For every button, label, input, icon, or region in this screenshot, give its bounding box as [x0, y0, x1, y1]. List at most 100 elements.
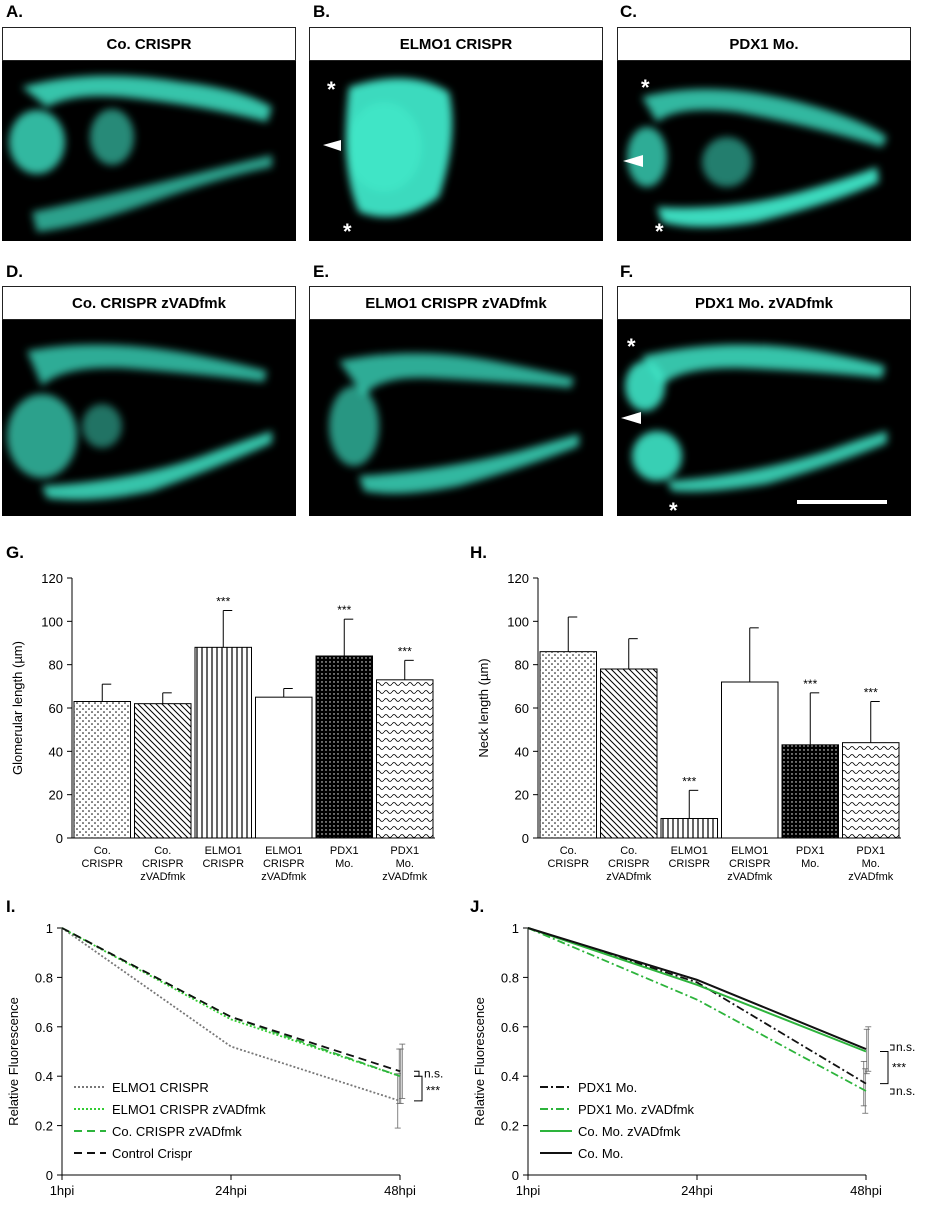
legend-label: PDX1 Mo. — [578, 1080, 637, 1095]
micrograph-title: Co. CRISPR — [2, 27, 296, 61]
bar — [255, 696, 313, 839]
significance-bracket — [414, 1075, 423, 1102]
category-label: Co. — [560, 845, 577, 857]
series-line — [61, 927, 401, 1073]
panel-letter-f: F. — [620, 262, 634, 281]
significance-label: *** — [426, 1084, 440, 1098]
arrowhead-marker — [323, 140, 341, 151]
y-tick-label: 120 — [41, 571, 63, 586]
y-tick-label: 20 — [49, 788, 63, 803]
micrograph-a: Co. CRISPR — [2, 27, 296, 241]
y-tick-label: 0.8 — [35, 970, 53, 985]
category-label: zVADfmk — [606, 871, 652, 883]
series-line — [527, 927, 867, 1085]
y-tick-label: 40 — [49, 744, 63, 759]
panel-letter-a: A. — [6, 2, 23, 21]
legend-label: PDX1 Mo. zVADfmk — [578, 1102, 695, 1117]
line-chart-elmo1: 0 0.2 0.4 0.6 0.8 1 1hpi 24hpi 48hpi Relative Flu… — [0, 910, 460, 1210]
y-axis-label: Relative Fluorescence — [6, 997, 21, 1126]
fluorescence-image — [7, 344, 272, 500]
legend-label: Control Crispr — [112, 1146, 193, 1161]
fluorescence-image: * * — [623, 75, 887, 241]
asterisk-marker: * — [641, 75, 650, 100]
fluorescence-image: * * — [621, 334, 887, 516]
line-chart-pdx1: 0 0.2 0.4 0.6 0.8 1 1hpi 24hpi 48hpi Relative Flu… — [466, 910, 926, 1210]
micrograph-b: ELMO1 CRISPR * * — [309, 27, 603, 241]
category-label: zVADfmk — [382, 871, 428, 883]
bar-chart-glomerular: 0 20 40 60 80 100 120 Glomerular length (µm) Co.… — [0, 560, 460, 895]
asterisk-marker: * — [655, 219, 664, 241]
significance-label: n.s. — [896, 1084, 915, 1098]
category-label: CRISPR — [142, 858, 184, 870]
category-label: Co. — [620, 845, 637, 857]
bar — [842, 742, 900, 839]
category-label: PDX1 — [390, 845, 419, 857]
micrograph-d: Co. CRISPR zVADfmk — [2, 286, 296, 516]
bar — [539, 651, 597, 839]
chart-svg: 0 0.2 0.4 0.6 0.8 1 1hpi 24hpi 48hpi Relative Flu… — [472, 921, 915, 1198]
micrograph-title: ELMO1 CRISPR zVADfmk — [309, 286, 603, 320]
arrowhead-marker — [621, 412, 641, 424]
bar — [315, 655, 373, 839]
asterisk-marker: * — [669, 498, 678, 516]
bar — [781, 744, 839, 839]
y-tick-label: 60 — [49, 701, 63, 716]
category-label: zVADfmk — [848, 871, 894, 883]
y-tick-label: 0.2 — [35, 1119, 53, 1134]
x-tick-label: 1hpi — [50, 1183, 75, 1198]
x-tick-label: 48hpi — [384, 1183, 416, 1198]
category-label: CRISPR — [81, 858, 123, 870]
category-label: ELMO1 — [265, 845, 302, 857]
y-tick-label: 100 — [507, 614, 529, 629]
micrograph-title: PDX1 Mo. zVADfmk — [617, 286, 911, 320]
significance-bracket — [890, 1044, 895, 1051]
category-label: ELMO1 — [731, 845, 768, 857]
significance-label: *** — [216, 595, 230, 609]
y-tick-label: 0.6 — [501, 1020, 519, 1035]
panel-letter-d: D. — [6, 262, 23, 281]
y-axis-label: Neck length (µm) — [476, 658, 491, 757]
x-tick-label: 48hpi — [850, 1183, 882, 1198]
y-tick-label: 0.2 — [501, 1119, 519, 1134]
bar — [600, 668, 658, 839]
category-label: zVADfmk — [261, 871, 307, 883]
series-line — [61, 927, 401, 1078]
category-label: zVADfmk — [140, 871, 186, 883]
y-tick-label: 0.8 — [501, 970, 519, 985]
category-label: CRISPR — [608, 858, 650, 870]
category-label: CRISPR — [263, 858, 305, 870]
y-tick-label: 80 — [515, 658, 529, 673]
x-tick-label: 1hpi — [516, 1183, 541, 1198]
y-tick-label: 0 — [46, 1168, 53, 1183]
micrograph-title: Co. CRISPR zVADfmk — [2, 286, 296, 320]
bar-chart-neck: 0 20 40 60 80 100 120 Neck length (µm) Co. CRISPR… — [466, 560, 926, 895]
y-tick-label: 1 — [46, 921, 53, 936]
significance-label: *** — [803, 677, 817, 691]
y-tick-label: 80 — [49, 658, 63, 673]
y-tick-label: 100 — [41, 614, 63, 629]
significance-label: n.s. — [896, 1040, 915, 1054]
bar — [660, 818, 718, 839]
chart-svg: 0 0.2 0.4 0.6 0.8 1 1hpi 24hpi 48hpi Relative Flu… — [6, 921, 443, 1198]
scale-bar — [797, 500, 887, 504]
micrograph-e: ELMO1 CRISPR zVADfmk — [309, 286, 603, 516]
panel-letter-i: I. — [6, 897, 16, 916]
y-tick-label: 60 — [515, 701, 529, 716]
category-label: Mo. — [801, 858, 819, 870]
micrograph-f: PDX1 Mo. zVADfmk * * — [617, 286, 911, 516]
series-line — [527, 927, 867, 1053]
x-tick-label: 24hpi — [681, 1183, 713, 1198]
legend-label: Co. Mo. — [578, 1146, 624, 1161]
series-line — [61, 927, 401, 1102]
category-label: PDX1 — [796, 845, 825, 857]
category-label: CRISPR — [729, 858, 771, 870]
panel-letter-b: B. — [313, 2, 330, 21]
micrograph-c: PDX1 Mo. * * — [617, 27, 911, 241]
micrograph-title: ELMO1 CRISPR — [309, 27, 603, 61]
bar — [194, 646, 252, 839]
fluorescence-image — [329, 353, 579, 494]
legend-label: Co. Mo. zVADfmk — [578, 1124, 681, 1139]
category-label: Co. — [94, 845, 111, 857]
panel-letter-h: H. — [470, 543, 487, 562]
category-label: PDX1 — [856, 845, 885, 857]
